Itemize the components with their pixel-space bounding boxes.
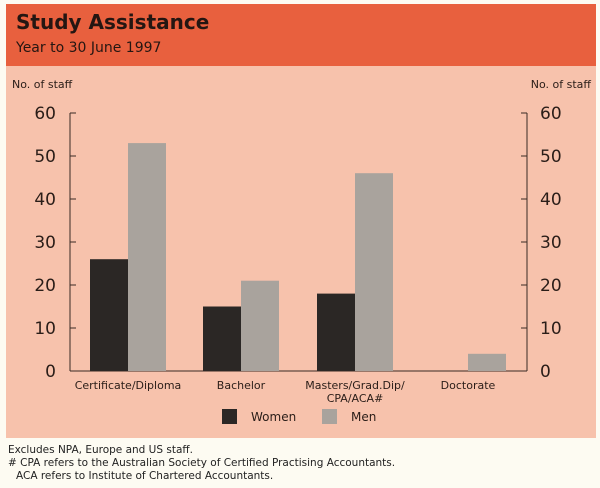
footnote-cpa: # CPA refers to the Australian Society o… — [8, 457, 396, 469]
legend-label-men: Men — [351, 410, 376, 424]
y-tick-label-left: 20 — [34, 276, 56, 296]
y-tick-label-right: 30 — [540, 233, 562, 253]
bar-women-2 — [317, 293, 355, 371]
bar-women-0 — [90, 259, 128, 371]
footnote-aca: ACA refers to Institute of Chartered Acc… — [16, 470, 274, 482]
y-tick-label-left: 0 — [45, 362, 56, 382]
y-tick-label-left: 10 — [34, 319, 56, 339]
chart-panel — [6, 66, 596, 438]
y-tick-label-right: 50 — [540, 147, 562, 167]
y-tick-label-left: 60 — [34, 104, 56, 124]
y-tick-label-right: 10 — [540, 319, 562, 339]
chart-title: Study Assistance — [16, 10, 210, 34]
footnote-exclusions: Excludes NPA, Europe and US staff. — [8, 444, 193, 456]
y-tick-label-left: 40 — [34, 190, 56, 210]
bar-women-1 — [203, 306, 241, 371]
bar-men-3 — [468, 353, 506, 371]
y-tick-label-left: 50 — [34, 147, 56, 167]
y-tick-label-right: 40 — [540, 190, 562, 210]
bar-men-1 — [241, 280, 279, 371]
y-axis-label-left: No. of staff — [12, 78, 73, 91]
y-tick-label-right: 60 — [540, 104, 562, 124]
x-category-label: Certificate/Diploma — [75, 379, 182, 392]
footnotes: Excludes NPA, Europe and US staff. # CPA… — [8, 444, 395, 483]
bar-chart: No. of staff No. of staff 0 0 10 10 20 20 30 30 40… — [12, 78, 592, 424]
legend-label-women: Women — [251, 410, 296, 424]
x-category-label: Doctorate — [441, 379, 496, 392]
y-axis-label-right: No. of staff — [531, 78, 592, 91]
x-category-label: Bachelor — [217, 379, 266, 392]
bar-men-2 — [355, 173, 393, 371]
y-tick-label-right: 20 — [540, 276, 562, 296]
bar-men-0 — [128, 143, 166, 371]
y-tick-label-left: 30 — [34, 233, 56, 253]
x-category-label: CPA/ACA# — [327, 392, 384, 405]
chart-header: Study Assistance Year to 30 June 1997 — [6, 4, 596, 66]
x-category-label: Masters/Grad.Dip/ — [305, 379, 405, 392]
legend-swatch-women — [222, 409, 237, 424]
chart-subtitle: Year to 30 June 1997 — [16, 40, 162, 56]
y-tick-label-right: 0 — [540, 362, 551, 382]
legend-swatch-men — [322, 409, 337, 424]
